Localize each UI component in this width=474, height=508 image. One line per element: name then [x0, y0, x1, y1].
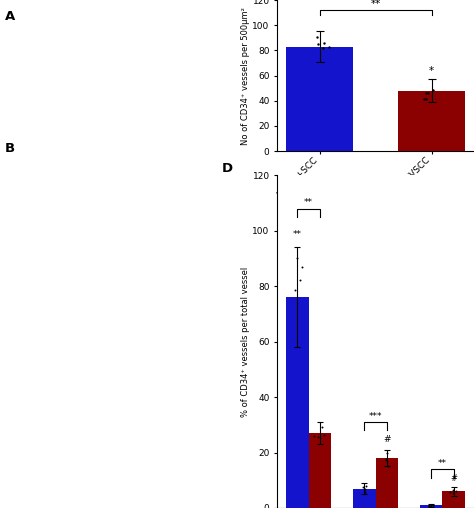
Text: **: ** — [371, 0, 381, 9]
Point — [452, 487, 459, 495]
Point — [319, 423, 326, 431]
Point — [362, 482, 370, 490]
Point — [292, 287, 299, 295]
Text: #: # — [383, 435, 391, 444]
Text: **: ** — [438, 459, 447, 468]
Text: B: B — [5, 142, 15, 155]
Text: **: ** — [293, 230, 302, 239]
Point — [429, 501, 437, 508]
Text: **: ** — [304, 198, 313, 207]
Text: ***: *** — [369, 411, 383, 421]
Text: D: D — [222, 162, 233, 175]
Point — [313, 34, 321, 42]
Text: C: C — [222, 0, 232, 1]
Point — [383, 449, 391, 457]
Bar — [375, 458, 398, 508]
Point — [310, 431, 318, 439]
Point — [425, 502, 433, 508]
Point — [449, 486, 457, 494]
Point — [361, 488, 369, 496]
Bar — [286, 297, 309, 508]
Point — [293, 254, 301, 262]
Point — [359, 483, 366, 491]
Bar — [309, 433, 331, 508]
Point — [383, 455, 390, 463]
Point — [315, 40, 322, 48]
Y-axis label: % of CD34⁺ vessels per total vessel: % of CD34⁺ vessels per total vessel — [240, 267, 249, 417]
Text: *: * — [429, 66, 434, 76]
Point — [320, 431, 328, 439]
Bar — [443, 491, 465, 508]
Point — [325, 43, 332, 51]
Point — [298, 263, 306, 271]
Text: #: # — [450, 474, 457, 483]
Bar — [420, 505, 443, 508]
Point — [314, 433, 322, 441]
Point — [423, 96, 430, 104]
Y-axis label: No of CD34⁺ vessels per 500μm²: No of CD34⁺ vessels per 500μm² — [240, 7, 249, 145]
Point — [446, 488, 454, 496]
Point — [361, 485, 368, 493]
Point — [449, 489, 457, 497]
Point — [425, 501, 432, 508]
Point — [425, 89, 432, 97]
Point — [430, 501, 438, 508]
Point — [296, 276, 303, 284]
Point — [384, 462, 392, 470]
Point — [382, 456, 389, 464]
Point — [422, 89, 429, 97]
Point — [420, 94, 428, 103]
Bar — [398, 91, 465, 151]
Point — [320, 39, 328, 47]
Point — [429, 85, 437, 93]
Text: A: A — [5, 10, 15, 23]
Bar — [286, 47, 353, 151]
Bar — [353, 489, 375, 508]
Point — [319, 44, 327, 52]
